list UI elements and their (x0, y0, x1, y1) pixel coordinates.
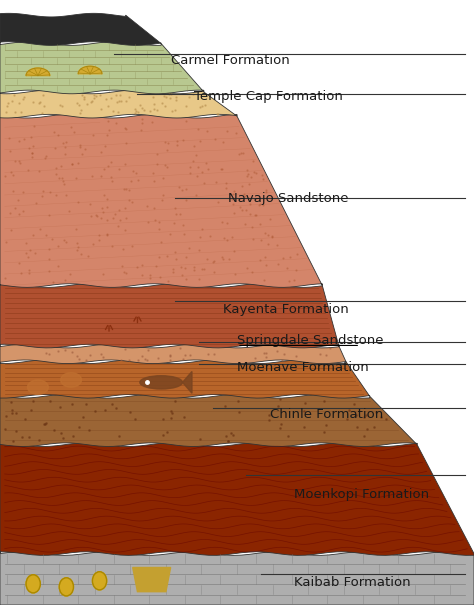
Ellipse shape (140, 376, 182, 389)
Polygon shape (0, 90, 237, 118)
Circle shape (26, 575, 40, 593)
Text: Moenkopi Formation: Moenkopi Formation (294, 488, 429, 502)
Polygon shape (0, 394, 417, 446)
Polygon shape (0, 344, 346, 364)
Polygon shape (27, 380, 48, 394)
Polygon shape (0, 443, 474, 555)
Text: Kayenta Formation: Kayenta Formation (223, 303, 348, 316)
Text: Chinle Formation: Chinle Formation (270, 408, 383, 421)
Polygon shape (78, 66, 102, 74)
Polygon shape (0, 13, 161, 45)
Circle shape (59, 578, 73, 596)
Text: Springdale Sandstone: Springdale Sandstone (237, 333, 383, 347)
Polygon shape (0, 284, 339, 348)
Polygon shape (61, 373, 82, 387)
Polygon shape (182, 371, 192, 393)
Polygon shape (0, 114, 322, 287)
Circle shape (92, 572, 107, 590)
Text: Temple Cap Formation: Temple Cap Formation (194, 90, 343, 103)
Polygon shape (26, 68, 50, 76)
Polygon shape (133, 567, 171, 592)
Text: Carmel Formation: Carmel Formation (171, 54, 290, 67)
Polygon shape (0, 42, 204, 94)
Polygon shape (0, 360, 370, 398)
Text: Moenave Formation: Moenave Formation (237, 361, 369, 374)
Polygon shape (0, 552, 474, 605)
Text: Kaibab Formation: Kaibab Formation (294, 576, 410, 589)
Text: Navajo Sandstone: Navajo Sandstone (228, 192, 348, 205)
